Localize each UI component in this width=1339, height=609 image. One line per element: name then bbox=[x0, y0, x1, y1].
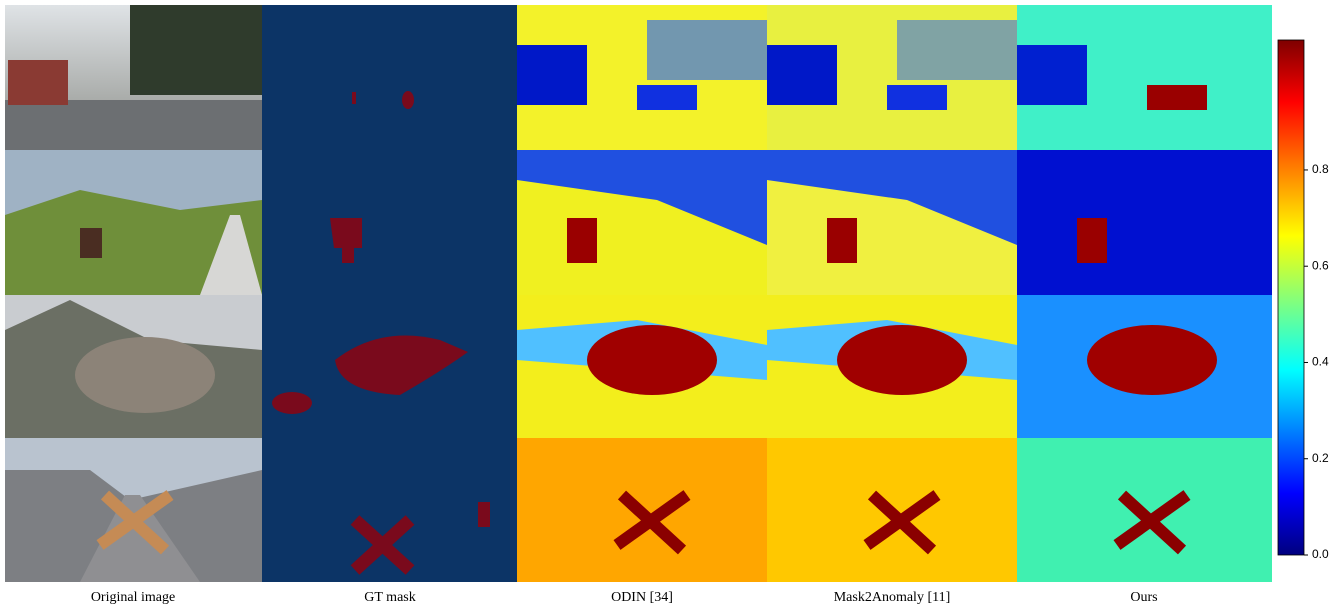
colorbar bbox=[1278, 40, 1304, 555]
column-labels: Original image GT mask ODIN [34] Mask2Anoma… bbox=[91, 590, 1158, 605]
column-label: GT mask bbox=[364, 590, 415, 605]
tick-label: 0.2 bbox=[1312, 451, 1329, 465]
colorbar-axis: 0.0 0.2 0.4 0.6 0.8 bbox=[1304, 162, 1329, 561]
column-label: ODIN [34] bbox=[611, 590, 673, 605]
column-label: Mask2Anomaly [11] bbox=[834, 590, 951, 605]
column-label: Ours bbox=[1130, 590, 1157, 605]
figure: 0.0 0.2 0.4 0.6 0.8 Original image GT mask ODI… bbox=[0, 0, 1339, 609]
image-grid bbox=[5, 5, 1272, 582]
tick-label: 0.8 bbox=[1312, 162, 1329, 176]
tick-label: 0.4 bbox=[1312, 355, 1329, 369]
column-label: Original image bbox=[91, 590, 175, 605]
tick-label: 0.6 bbox=[1312, 258, 1329, 272]
tick-label: 0.0 bbox=[1312, 547, 1329, 561]
